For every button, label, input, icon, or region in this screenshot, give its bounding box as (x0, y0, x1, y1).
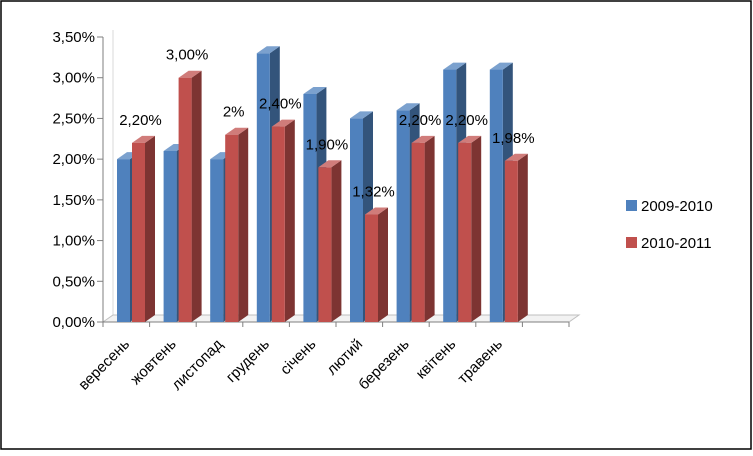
bar-side (284, 119, 295, 322)
bar-top (365, 207, 388, 215)
y-tick-label: 1,00% (52, 233, 95, 250)
bar-top (458, 135, 482, 143)
data-label: 1,32% (352, 184, 395, 201)
data-label: 2,20% (445, 112, 488, 129)
bar-2010-2011 (178, 70, 202, 322)
bar-front (256, 53, 270, 323)
bar-2010-2011 (411, 135, 435, 322)
bar-front (178, 77, 192, 322)
bar-front (458, 142, 472, 322)
bar-front (365, 214, 378, 322)
legend-swatch (626, 237, 637, 248)
bar-2010-2011 (504, 153, 528, 322)
bar-2010-2011 (225, 127, 249, 322)
bar-top (271, 119, 295, 127)
data-label: 2,20% (119, 112, 162, 129)
bar-top (504, 153, 528, 161)
bar-front (396, 110, 410, 323)
bar-side (238, 127, 249, 322)
bar-front (411, 142, 425, 322)
bar-2010-2011 (318, 160, 342, 322)
data-label: 3,00% (166, 47, 209, 64)
bar-side (471, 135, 482, 322)
data-label: 2% (223, 104, 245, 121)
bar-top (132, 135, 155, 143)
bar-side (378, 207, 388, 322)
y-tick-label: 3,50% (52, 29, 95, 46)
bar-front (303, 94, 317, 322)
bar-front (489, 69, 503, 322)
bar-top (350, 111, 373, 119)
bar-2010-2011 (271, 119, 295, 322)
bar-front (132, 142, 145, 322)
bar-top (178, 70, 202, 78)
y-tick-label: 2,00% (52, 151, 95, 168)
bars (117, 46, 528, 323)
bar-front (117, 159, 130, 322)
bar-top (443, 62, 467, 70)
bar-top (396, 103, 420, 111)
data-label: 1,90% (306, 136, 349, 153)
bar-side (424, 135, 435, 322)
data-label: 2,20% (399, 112, 442, 129)
bar-side (517, 153, 528, 322)
legend-label: 2009-2010 (641, 198, 713, 215)
bar-front (271, 126, 285, 322)
y-tick-label: 3,00% (52, 70, 95, 87)
legend-swatch (626, 200, 637, 211)
data-label: 1,98% (492, 130, 535, 147)
bar-2010-2011 (365, 207, 388, 322)
legend-label: 2010-2011 (641, 235, 712, 252)
bar-front (163, 151, 177, 322)
data-label: 2,40% (259, 96, 302, 113)
y-axis: 0,00% 0,50% 1,00% 1,50% 2,00% 2,50% 3,00% 3,50% (52, 29, 104, 331)
bar-top (303, 87, 327, 94)
bar-top (411, 135, 435, 143)
bar-2010-2011 (132, 135, 155, 322)
y-tick-label: 2,50% (52, 110, 95, 127)
bar-top (489, 62, 513, 70)
y-tick-label: 0,00% (52, 314, 95, 331)
bar-front (350, 118, 363, 322)
bar-top (256, 46, 280, 54)
bar-side (145, 135, 155, 322)
bar-front (318, 167, 332, 322)
bar-front (225, 134, 239, 322)
bar-side (191, 70, 202, 322)
bar-front (210, 159, 224, 322)
legend: 2009-2010 2010-2011 (626, 198, 713, 252)
y-tick-label: 0,50% (52, 273, 95, 290)
bar-2010-2011 (458, 135, 482, 322)
y-tick-label: 1,50% (52, 192, 95, 209)
bar-top (225, 127, 249, 135)
data-labels: 2,20%3,00%2% 2,40%1,90%1,32%2,20% 2,20%1,9… (119, 47, 534, 201)
bar-top (318, 160, 342, 168)
bar-front (443, 69, 457, 322)
bar-side (331, 160, 342, 322)
bar-front (504, 160, 518, 322)
